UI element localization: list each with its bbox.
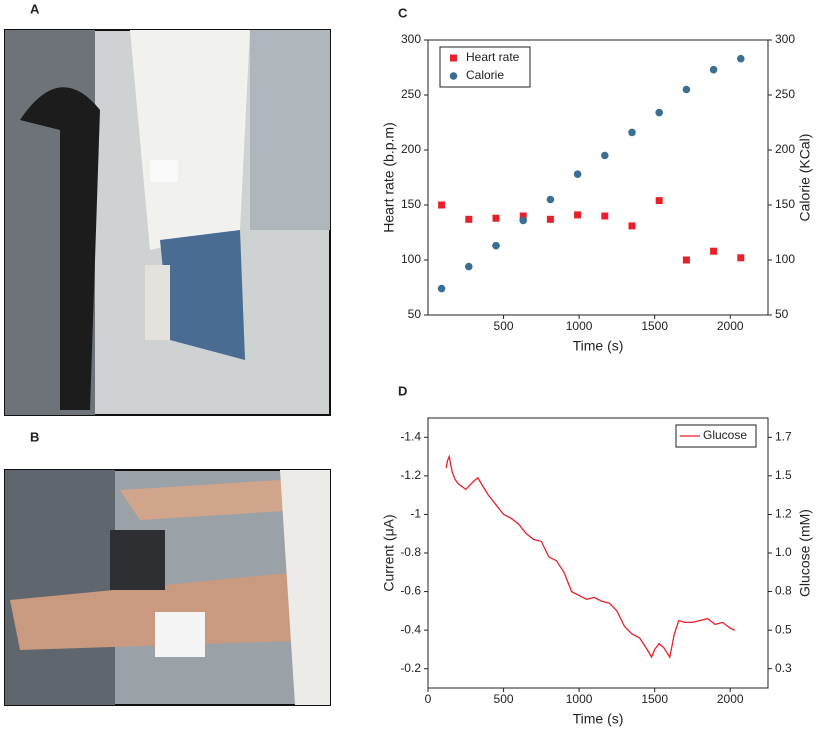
photo-area	[150, 160, 178, 182]
photo-a	[4, 29, 331, 416]
legend-box	[439, 46, 531, 88]
y2-tick-label: 100	[775, 252, 795, 266]
legend-swatch	[449, 72, 458, 80]
legend-label: Calorie	[466, 68, 504, 82]
photo-area	[120, 480, 300, 520]
photo-b	[4, 469, 331, 706]
y-tick-label: -0.8	[400, 545, 421, 559]
legend-label: Heart rate	[466, 50, 520, 64]
point	[628, 128, 636, 137]
y2-tick-label: 200	[775, 142, 795, 156]
plot-frame	[427, 417, 769, 689]
y2-tick-label: 0.3	[775, 661, 792, 675]
point	[546, 195, 555, 204]
x-tick-label: 1000	[566, 692, 593, 706]
y-tick-label: -1.2	[400, 468, 421, 482]
y2-axis-label: Glucose (mM)	[797, 509, 813, 597]
photo-area	[280, 470, 330, 705]
line	[445, 454, 736, 659]
y2-axis-label: Calorie (KCal)	[797, 134, 813, 222]
point	[519, 212, 527, 220]
point	[682, 256, 690, 264]
point	[492, 241, 500, 250]
photo-area	[160, 230, 245, 360]
photo-area	[20, 87, 100, 410]
point	[574, 211, 582, 219]
x-tick-label: 1500	[641, 692, 668, 706]
photo-area	[10, 570, 325, 650]
point	[601, 151, 609, 160]
y2-tick-label: 250	[775, 87, 795, 101]
point	[682, 85, 691, 94]
point	[546, 215, 554, 223]
y2-tick-label: 150	[775, 197, 795, 211]
point	[655, 108, 663, 117]
y-tick-label: -0.2	[400, 661, 421, 675]
point	[465, 262, 473, 271]
panel-label: C	[398, 5, 408, 20]
y-tick-label: -1.4	[400, 429, 421, 443]
x-tick-label: 0	[425, 692, 432, 706]
y-axis-label: Heart rate (b.p.m)	[381, 122, 397, 232]
y-tick-label: -0.6	[400, 584, 421, 598]
panel-label: B	[30, 429, 39, 444]
panel-label: D	[398, 383, 407, 398]
point	[737, 54, 745, 63]
y2-tick-label: 50	[775, 307, 789, 321]
y-tick-label: 250	[401, 87, 421, 101]
y2-tick-label: 1.2	[775, 507, 792, 521]
panel-label: A	[30, 1, 40, 16]
x-axis-label: Time (s)	[573, 338, 624, 354]
photo-area	[250, 30, 330, 230]
photo-area	[145, 265, 170, 340]
y2-tick-label: 300	[775, 32, 795, 46]
x-tick-label: 2000	[717, 692, 744, 706]
y-tick-label: -0.4	[400, 622, 421, 636]
point	[601, 212, 609, 220]
legend-box	[675, 424, 757, 448]
legend-swatch	[450, 54, 457, 62]
y2-tick-label: 0.8	[775, 584, 792, 598]
y-tick-label: 300	[401, 32, 421, 46]
x-tick-label: 500	[494, 319, 514, 333]
y-tick-label: 50	[408, 307, 422, 321]
photo-area	[130, 30, 250, 250]
x-tick-label: 2000	[717, 319, 744, 333]
x-tick-label: 500	[494, 692, 514, 706]
y2-tick-label: 0.5	[775, 622, 792, 636]
photo-area	[110, 530, 165, 590]
point	[628, 222, 636, 230]
point	[655, 197, 663, 205]
point	[737, 254, 745, 262]
point	[519, 216, 527, 225]
y-tick-label: 100	[401, 252, 421, 266]
x-axis-label: Time (s)	[573, 711, 624, 727]
x-tick-label: 1000	[566, 319, 593, 333]
y2-tick-label: 1.5	[775, 468, 792, 482]
plot-frame	[427, 39, 769, 316]
point	[465, 215, 473, 223]
y2-tick-label: 1.7	[775, 430, 792, 444]
photo-area	[5, 470, 115, 705]
point	[573, 170, 582, 178]
point	[709, 65, 718, 74]
y-tick-label: 150	[401, 197, 421, 211]
point	[492, 214, 500, 222]
legend-label: Glucose	[703, 428, 747, 442]
point	[437, 284, 446, 293]
y-axis-label: Current (μA)	[381, 514, 397, 591]
y2-tick-label: 1.0	[775, 545, 792, 559]
point	[710, 247, 718, 255]
y-tick-label: -1	[410, 507, 421, 521]
point	[438, 201, 446, 209]
photo-area	[155, 612, 205, 657]
y-tick-label: 200	[401, 142, 421, 156]
x-tick-label: 1500	[641, 319, 668, 333]
